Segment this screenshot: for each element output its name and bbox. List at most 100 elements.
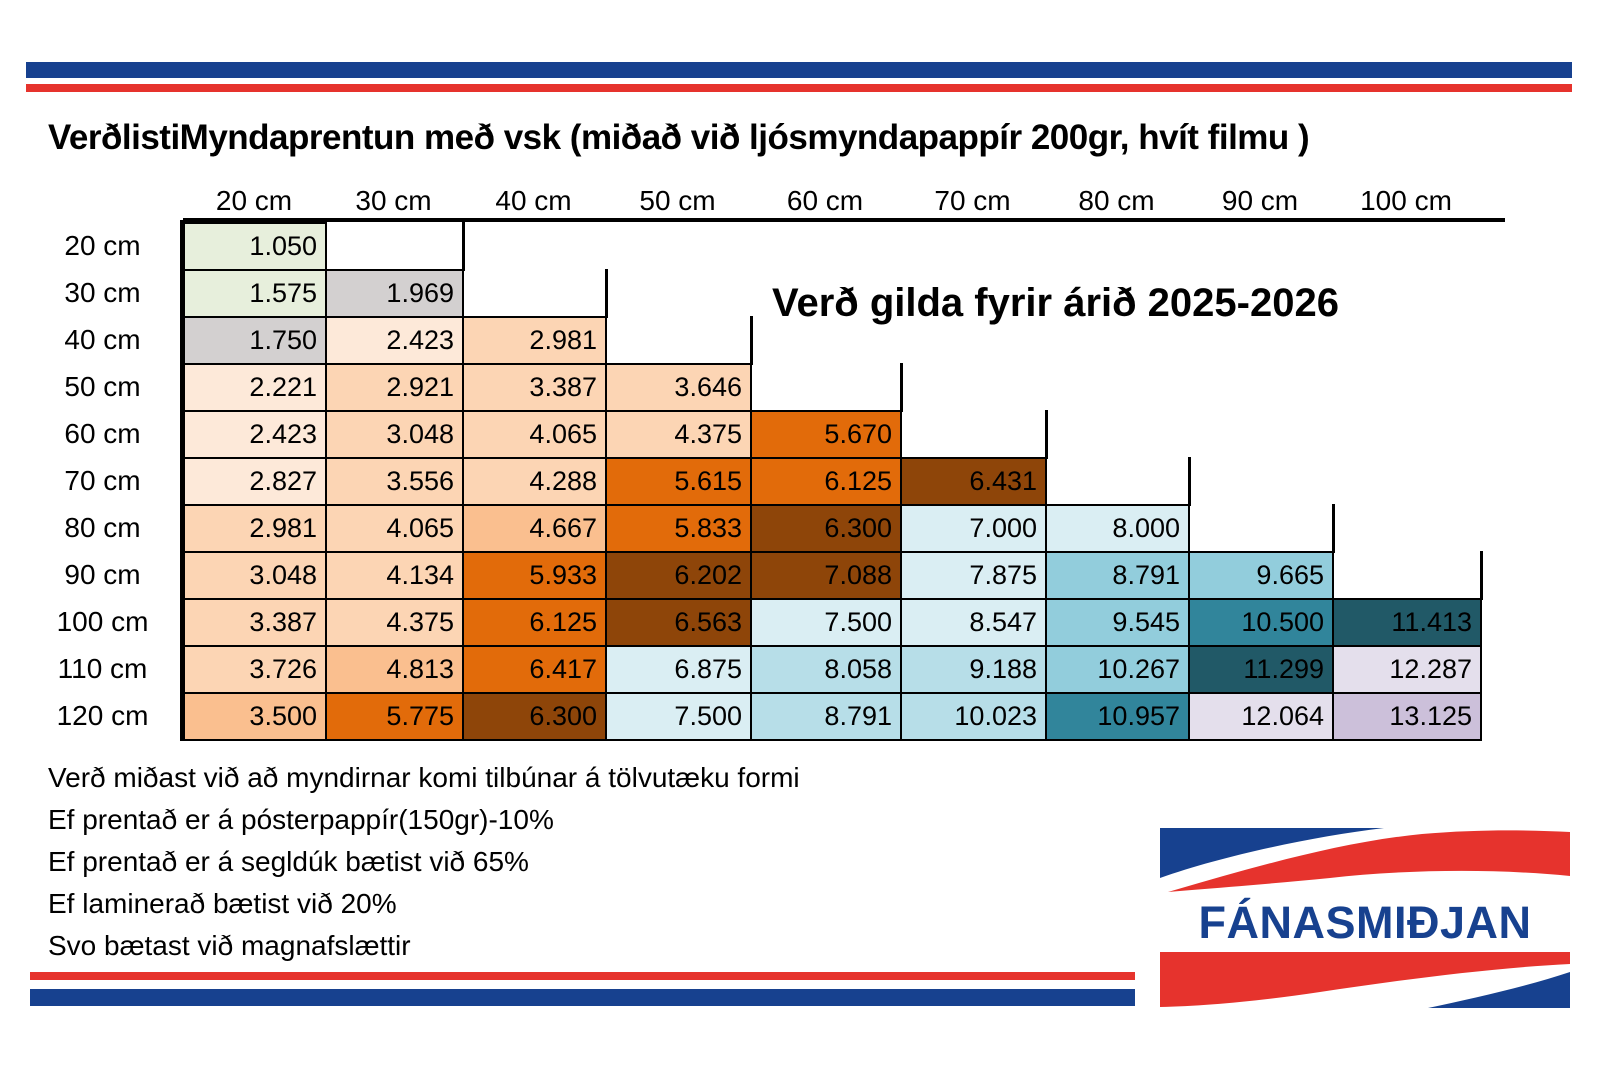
price-cell: 1.969	[325, 269, 464, 318]
row-label-110-cm: 110 cm	[57, 653, 148, 684]
fanasmidjan-logo: FÁNASMIÐJAN	[1160, 828, 1570, 1008]
price-cell: 12.064	[1188, 692, 1334, 741]
row-label-50-cm: 50 cm	[64, 371, 141, 402]
row-label-100-cm: 100 cm	[56, 606, 149, 637]
price-cell: 3.048	[325, 410, 464, 459]
row-label-30-cm: 30 cm	[64, 277, 141, 308]
price-cell: 3.500	[183, 692, 327, 741]
price-cell: 8.058	[750, 645, 902, 694]
price-cell: 8.791	[1045, 551, 1190, 600]
step-tick	[750, 316, 753, 365]
price-cell: 4.065	[325, 504, 464, 553]
price-cell: 3.387	[462, 363, 607, 412]
price-cell: 4.667	[462, 504, 607, 553]
note-line-2: Ef prentað er á pósterpappír(150gr)-10%	[48, 804, 554, 835]
price-cell: 7.088	[750, 551, 902, 600]
page-title: VerðlistiMyndaprentun með vsk (miðað við…	[48, 118, 1310, 157]
price-cell: 10.023	[900, 692, 1047, 741]
price-cell: 11.413	[1332, 598, 1482, 647]
price-cell: 6.202	[605, 551, 752, 600]
price-cell: 1.575	[183, 269, 327, 318]
price-cell: 4.288	[462, 457, 607, 506]
bottom-blue-stripe	[30, 989, 1135, 1006]
price-cell: 2.423	[183, 410, 327, 459]
note-line-1: Verð miðast við að myndirnar komi tilbún…	[48, 762, 800, 793]
price-cell: 9.545	[1045, 598, 1190, 647]
price-cell: 1.050	[183, 222, 327, 271]
price-cell: 5.775	[325, 692, 464, 741]
row-label-80-cm: 80 cm	[64, 512, 141, 543]
price-cell: 2.921	[325, 363, 464, 412]
price-cell: 6.431	[900, 457, 1047, 506]
price-cell: 1.750	[183, 316, 327, 365]
step-tick	[1045, 410, 1048, 459]
step-tick	[1188, 457, 1191, 506]
price-cell: 2.981	[183, 504, 327, 553]
price-cell: 7.500	[750, 598, 902, 647]
note-line-5: Svo bætast við magnafslættir	[48, 930, 411, 961]
logo-bottom-band-icon	[1160, 952, 1570, 1008]
table-left-edge	[180, 220, 184, 741]
price-cell: 13.125	[1332, 692, 1482, 741]
col-header-30-cm: 30 cm	[355, 185, 432, 216]
price-cell: 8.791	[750, 692, 902, 741]
price-cell: 4.134	[325, 551, 464, 600]
col-header-20-cm: 20 cm	[215, 185, 293, 216]
logo-wordmark: FÁNASMIÐJAN	[1198, 897, 1532, 948]
price-cell: 7.875	[900, 551, 1047, 600]
price-cell: 12.287	[1332, 645, 1482, 694]
price-cell: 2.221	[183, 363, 327, 412]
price-cell: 4.375	[325, 598, 464, 647]
note-line-4: Ef laminerað bætist við 20%	[48, 888, 397, 919]
bottom-red-stripe	[30, 972, 1135, 980]
price-cell: 8.000	[1045, 504, 1190, 553]
price-cell: 3.726	[183, 645, 327, 694]
col-header-50-cm: 50 cm	[639, 185, 716, 216]
price-cell: 2.423	[325, 316, 464, 365]
row-label-120-cm: 120 cm	[56, 700, 149, 731]
price-cell: 7.000	[900, 504, 1047, 553]
step-tick	[1332, 504, 1335, 553]
price-cell: 6.875	[605, 645, 752, 694]
top-blue-stripe	[26, 62, 1572, 78]
price-cell: 7.500	[605, 692, 752, 741]
price-cell: 2.981	[462, 316, 607, 365]
col-header-40-cm: 40 cm	[495, 185, 572, 216]
note-line-3: Ef prentað er á segldúk bætist við 65%	[48, 846, 529, 877]
validity-note: Verð gilda fyrir árið 2025-2026	[772, 281, 1339, 325]
row-label-70-cm: 70 cm	[64, 465, 141, 496]
price-cell: 2.827	[183, 457, 327, 506]
col-header-70-cm: 70 cm	[934, 185, 1011, 216]
price-cell: 5.670	[750, 410, 902, 459]
price-cell: 3.556	[325, 457, 464, 506]
step-tick	[605, 269, 608, 318]
price-cell: 5.615	[605, 457, 752, 506]
price-cell: 10.500	[1188, 598, 1334, 647]
table-header-line	[183, 218, 1505, 222]
price-cell: 6.300	[462, 692, 607, 741]
price-cell: 10.957	[1045, 692, 1190, 741]
row-label-20-cm: 20 cm	[64, 230, 141, 261]
col-header-60-cm: 60 cm	[786, 185, 864, 216]
price-cell: 6.300	[750, 504, 902, 553]
row-label-40-cm: 40 cm	[64, 324, 141, 355]
price-cell: 6.125	[750, 457, 902, 506]
price-cell: 10.267	[1045, 645, 1190, 694]
price-cell: 4.375	[605, 410, 752, 459]
price-cell: 5.833	[605, 504, 752, 553]
price-cell: 9.188	[900, 645, 1047, 694]
price-cell: 6.125	[462, 598, 607, 647]
price-cell: 8.547	[900, 598, 1047, 647]
price-cell: 3.387	[183, 598, 327, 647]
col-header-80-cm: 80 cm	[1078, 185, 1155, 216]
price-cell: 6.563	[605, 598, 752, 647]
col-header-100-cm: 100 cm	[1360, 185, 1452, 216]
price-cell: 5.933	[462, 551, 607, 600]
row-label-60-cm: 60 cm	[64, 418, 141, 449]
step-tick	[1480, 551, 1483, 600]
step-tick	[462, 222, 465, 271]
price-cell: 3.048	[183, 551, 327, 600]
top-red-stripe	[26, 84, 1572, 92]
price-cell: 6.417	[462, 645, 607, 694]
